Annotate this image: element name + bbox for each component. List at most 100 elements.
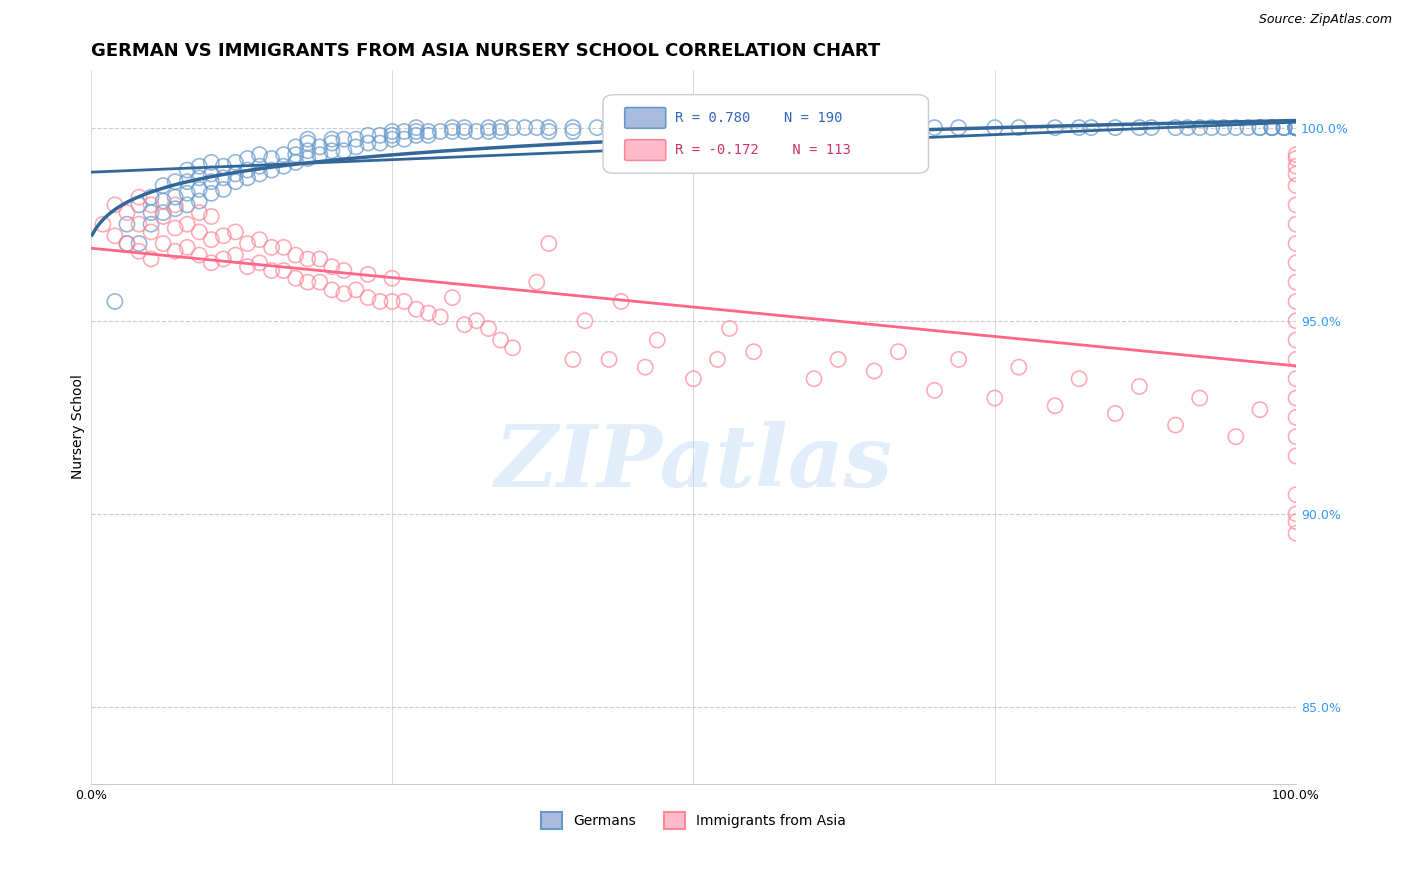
Point: [297, 144, 319, 158]
Point: [115, 236, 138, 251]
Point: [392, 294, 415, 309]
Point: [561, 124, 583, 138]
Point: [297, 252, 319, 266]
Point: [537, 236, 560, 251]
Point: [1188, 391, 1211, 405]
Point: [418, 306, 440, 320]
Point: [128, 244, 150, 259]
Point: [1285, 120, 1308, 135]
Point: [165, 190, 187, 204]
Point: [333, 286, 356, 301]
Point: [441, 124, 464, 138]
Point: [1008, 360, 1031, 375]
Point: [1285, 120, 1308, 135]
Point: [249, 159, 271, 173]
Point: [1285, 120, 1308, 135]
Point: [308, 147, 330, 161]
Point: [645, 333, 668, 347]
Point: [827, 120, 849, 135]
Point: [1285, 120, 1308, 135]
Point: [1285, 120, 1308, 135]
Point: [477, 321, 499, 335]
Point: [948, 120, 970, 135]
Point: [1285, 120, 1308, 135]
Point: [1285, 167, 1308, 181]
Point: [1285, 120, 1308, 135]
Point: [139, 217, 162, 231]
Point: [224, 248, 246, 262]
Point: [1249, 402, 1271, 417]
Point: [526, 120, 548, 135]
Point: [1285, 333, 1308, 347]
Point: [1285, 256, 1308, 270]
Point: [405, 302, 427, 317]
Point: [1285, 120, 1308, 135]
Point: [260, 163, 283, 178]
Point: [308, 275, 330, 289]
Point: [284, 155, 307, 169]
Legend: Germans, Immigrants from Asia: Germans, Immigrants from Asia: [536, 806, 851, 835]
Point: [188, 194, 211, 208]
Point: [1285, 198, 1308, 212]
Point: [1285, 352, 1308, 367]
Point: [176, 175, 198, 189]
Point: [1177, 120, 1199, 135]
Point: [321, 136, 343, 150]
Point: [742, 344, 765, 359]
Point: [224, 155, 246, 169]
Point: [104, 294, 127, 309]
Point: [489, 333, 512, 347]
Point: [357, 268, 380, 282]
Point: [321, 132, 343, 146]
Point: [368, 128, 391, 143]
Point: [115, 236, 138, 251]
Point: [1285, 275, 1308, 289]
Point: [1272, 120, 1295, 135]
Point: [104, 198, 127, 212]
Point: [188, 248, 211, 262]
Point: [249, 167, 271, 181]
Point: [260, 152, 283, 166]
Point: [1285, 120, 1308, 135]
Point: [1285, 120, 1308, 135]
Point: [1285, 120, 1308, 135]
Point: [863, 120, 886, 135]
Point: [176, 198, 198, 212]
Point: [236, 163, 259, 178]
Point: [1285, 430, 1308, 444]
Point: [1285, 526, 1308, 541]
Point: [1285, 120, 1308, 135]
Point: [1285, 178, 1308, 193]
Point: [249, 147, 271, 161]
Point: [1285, 120, 1308, 135]
Point: [1285, 120, 1308, 135]
Point: [984, 391, 1007, 405]
Point: [297, 152, 319, 166]
Point: [333, 263, 356, 277]
Point: [1008, 120, 1031, 135]
Point: [1272, 120, 1295, 135]
Point: [803, 372, 825, 386]
Point: [273, 159, 295, 173]
Point: [165, 198, 187, 212]
Point: [91, 217, 114, 231]
Point: [489, 120, 512, 135]
Point: [188, 182, 211, 196]
Point: [1285, 120, 1308, 135]
Point: [188, 159, 211, 173]
Point: [128, 236, 150, 251]
Point: [1285, 120, 1308, 135]
Point: [249, 233, 271, 247]
Point: [1261, 120, 1284, 135]
Point: [1285, 120, 1308, 135]
Point: [1285, 120, 1308, 135]
Point: [1285, 120, 1308, 135]
Point: [1225, 430, 1247, 444]
Point: [260, 263, 283, 277]
Point: [1285, 120, 1308, 135]
Point: [465, 124, 488, 138]
Point: [1285, 120, 1308, 135]
Point: [453, 120, 475, 135]
Point: [429, 310, 451, 324]
Point: [1285, 120, 1308, 135]
